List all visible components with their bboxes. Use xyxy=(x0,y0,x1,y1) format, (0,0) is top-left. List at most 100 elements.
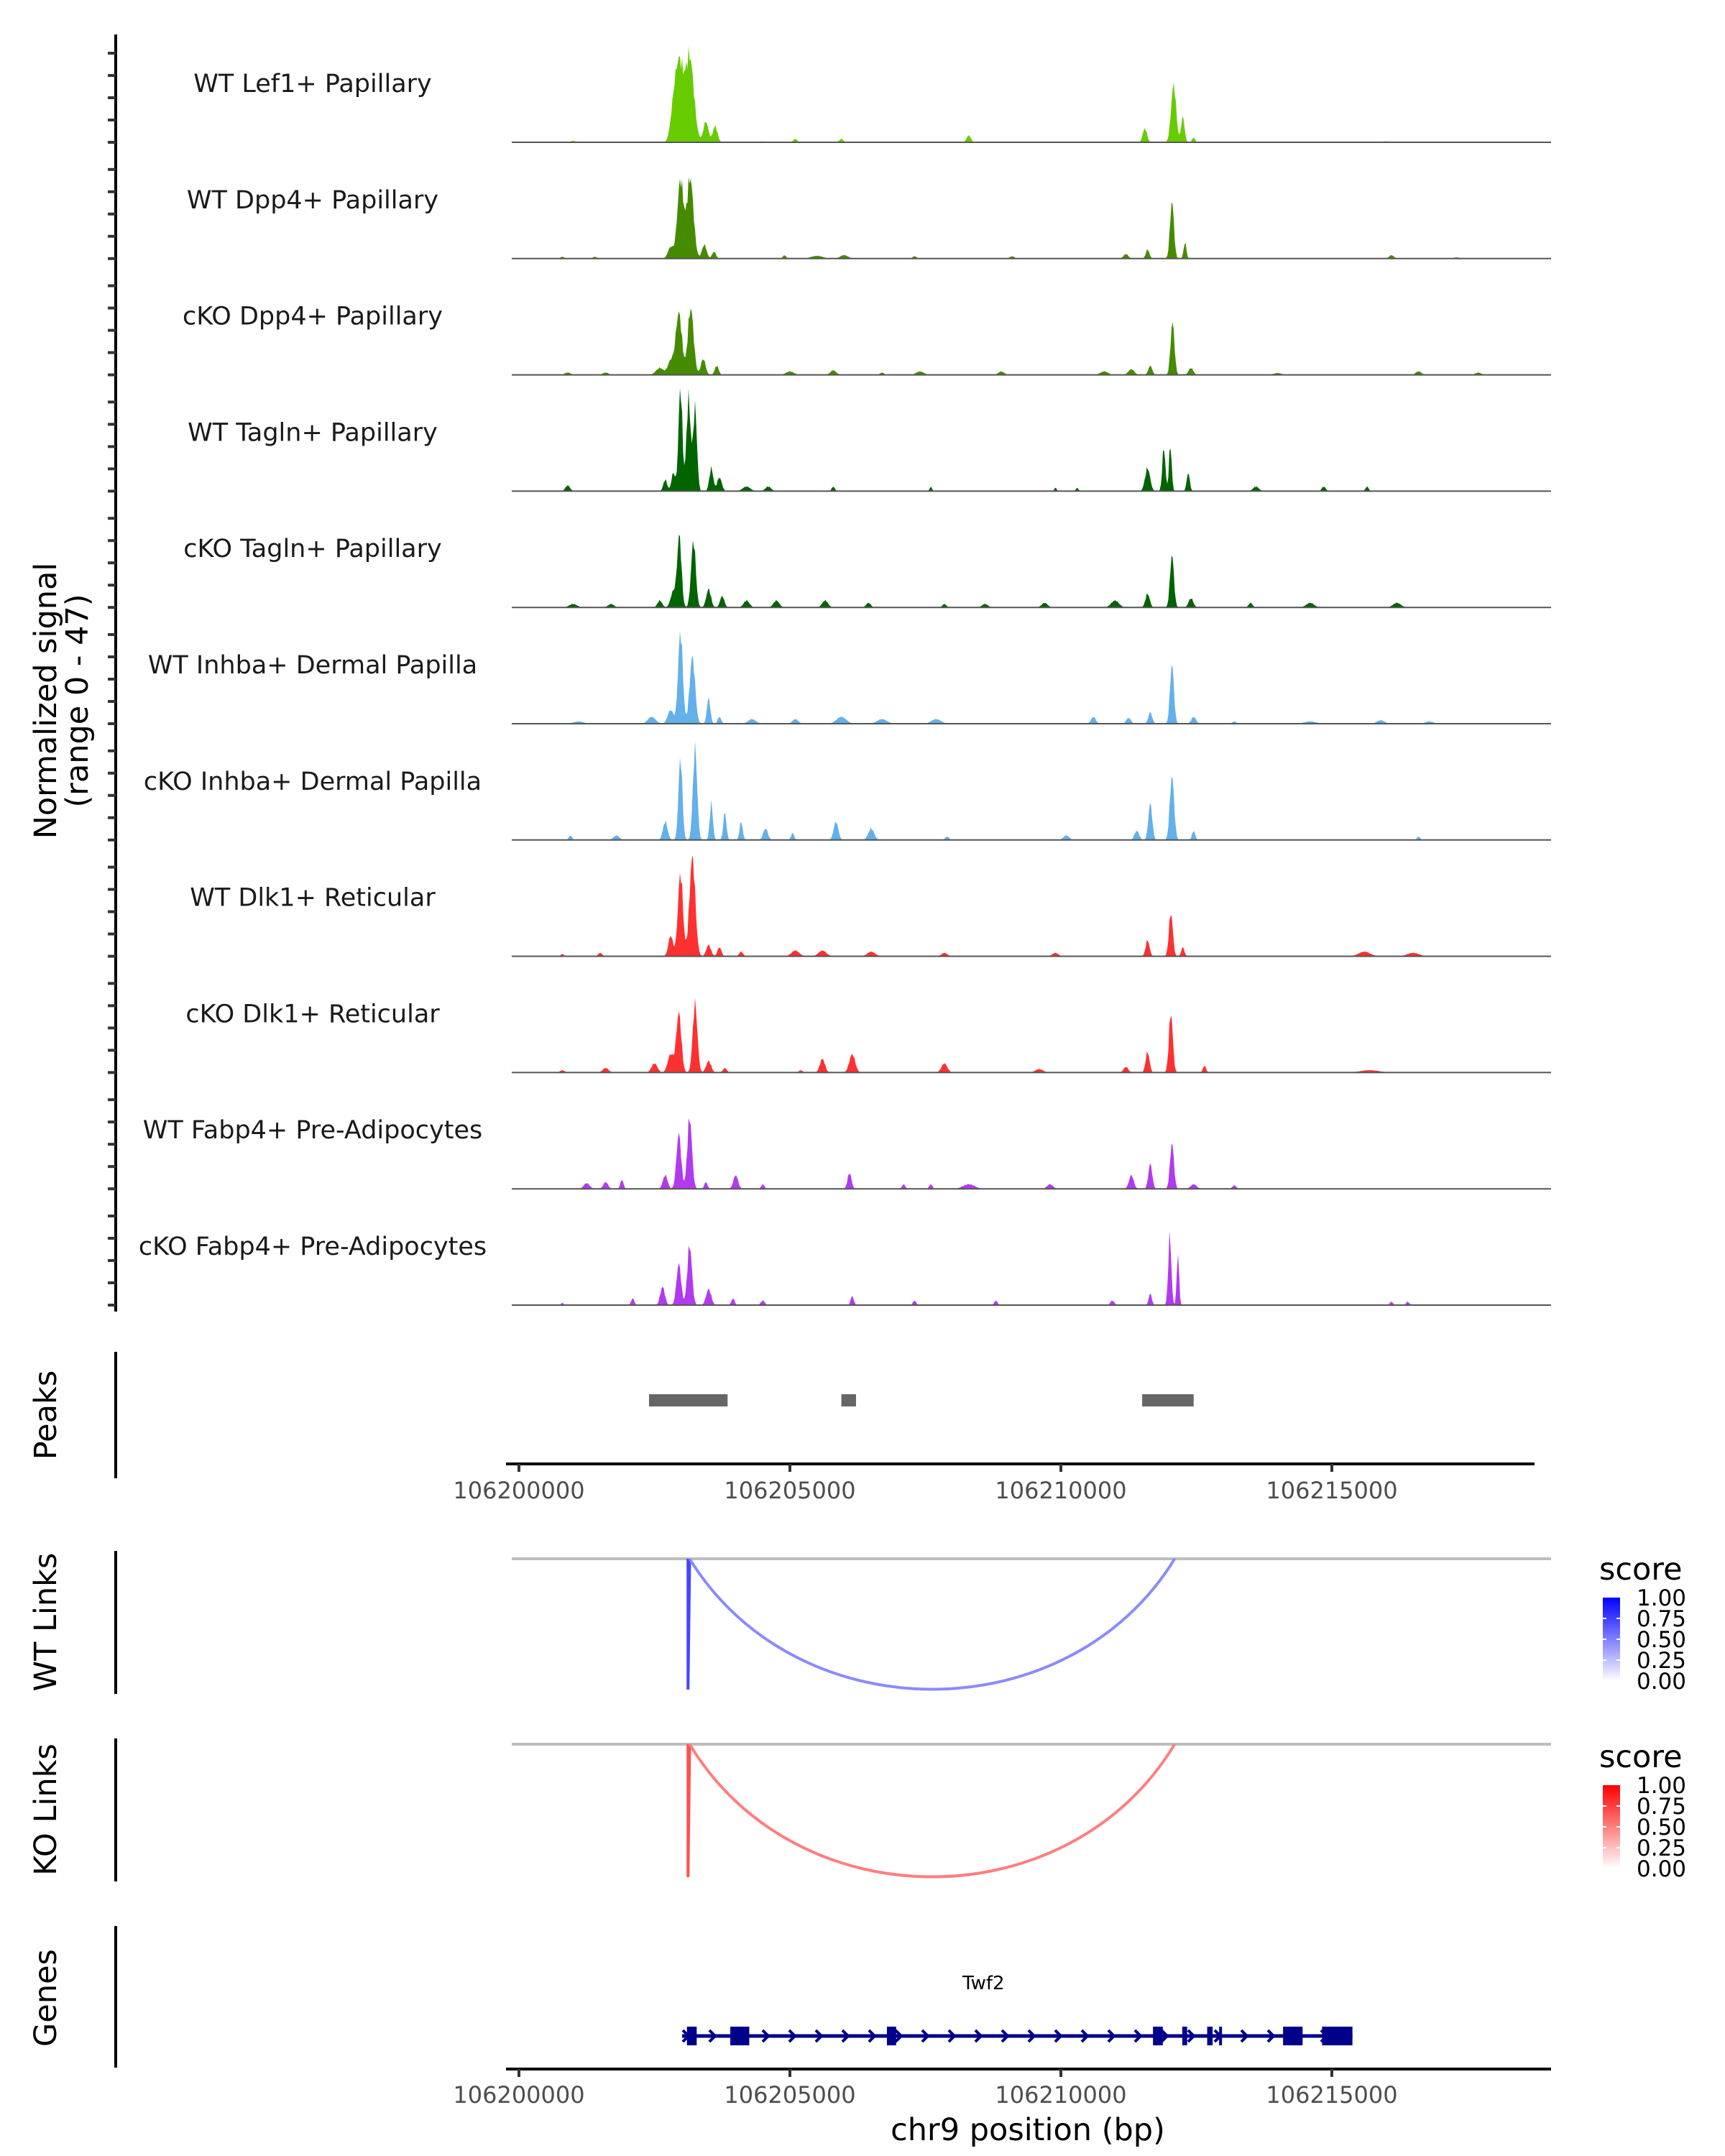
gene-exon xyxy=(886,2027,896,2045)
strand-arrow-icon xyxy=(708,2029,717,2043)
legend-tick-label: 0.75 xyxy=(1637,1606,1686,1632)
legend-tick-label: 0.50 xyxy=(1637,1815,1686,1841)
coverage-area xyxy=(512,631,1551,724)
genes-panel: Genes Twf2 106200000 106205000 106210000 10… xyxy=(28,1926,1551,2148)
coverage-tracks: WT Lef1+ Papillary WT Dpp4+ Papillary cKO … xyxy=(108,34,1551,1312)
coverage-area xyxy=(512,740,1551,840)
strand-arrow-icon xyxy=(761,2029,770,2043)
peak-region xyxy=(648,1394,728,1406)
peaks-panel: Peaks 106200000 106205000 106210000 1062150… xyxy=(28,1352,1535,1504)
y-axis-title-line2: (range 0 - 47) xyxy=(60,594,96,807)
peaks-panel-label: Peaks xyxy=(28,1370,64,1460)
track-label: WT Lef1+ Papillary xyxy=(193,70,432,98)
track-3: cKO Dpp4+ Papillary xyxy=(108,284,1551,377)
coverage-area xyxy=(512,998,1551,1073)
gene-model-twf2 xyxy=(681,2027,1353,2045)
y-axis-title-line1: Normalized signal xyxy=(28,563,64,839)
strand-arrow-icon xyxy=(1107,2029,1116,2043)
gene-exon xyxy=(1182,2027,1187,2045)
legend-tick-label: 0.00 xyxy=(1637,1669,1686,1695)
track-label: WT Inhba+ Dermal Papilla xyxy=(148,651,477,680)
track-label: cKO Dpp4+ Papillary xyxy=(183,303,443,331)
track-4: WT Tagln+ Papillary xyxy=(108,388,1551,493)
coverage-area xyxy=(512,1118,1551,1189)
legend-title: score xyxy=(1599,1739,1683,1775)
track-label: cKO Fabp4+ Pre-Adipocytes xyxy=(139,1233,487,1261)
strand-arrow-icon xyxy=(788,2029,797,2043)
strand-arrow-icon xyxy=(1240,2029,1249,2043)
links-panel-label: KO Links xyxy=(28,1743,64,1876)
strand-arrow-icon xyxy=(1054,2029,1063,2043)
x-tick-label: 106200000 xyxy=(453,1477,584,1504)
track-11: cKO Fabp4+ Pre-Adipocytes xyxy=(108,1215,1551,1307)
gene-exon xyxy=(1153,2027,1163,2045)
strand-arrow-icon xyxy=(1266,2029,1276,2043)
legend-tick-label: 0.50 xyxy=(1637,1627,1686,1653)
track-5: cKO Tagln+ Papillary xyxy=(108,517,1551,609)
x-tick-label: 106205000 xyxy=(724,2081,855,2109)
link-arc xyxy=(688,1557,1177,1691)
coverage-area xyxy=(512,308,1551,375)
strand-arrow-icon xyxy=(841,2029,850,2043)
x-tick-label: 106205000 xyxy=(724,1477,855,1504)
genes-panel-label: Genes xyxy=(28,1949,64,2047)
gene-exon xyxy=(1219,2027,1223,2045)
track-label: WT Dlk1+ Reticular xyxy=(190,884,436,913)
coverage-area xyxy=(512,46,1551,142)
gene-exon xyxy=(1322,2027,1353,2045)
x-tick-label: 106210000 xyxy=(995,1477,1126,1504)
track-label: WT Dpp4+ Papillary xyxy=(187,186,438,215)
x-tick-label: 106215000 xyxy=(1266,1477,1397,1504)
legend-tick-label: 0.25 xyxy=(1637,1835,1686,1861)
coverage-area xyxy=(512,855,1551,957)
track-label: WT Tagln+ Papillary xyxy=(188,418,438,447)
legend-tick-label: 1.00 xyxy=(1637,1773,1686,1799)
legend-title: score xyxy=(1599,1552,1683,1588)
peak-region xyxy=(1142,1394,1194,1406)
strand-arrow-icon xyxy=(921,2029,930,2043)
strand-arrow-icon xyxy=(894,2029,903,2043)
gene-exon xyxy=(1283,2027,1303,2045)
coverage-area xyxy=(512,1230,1551,1305)
links-panel-label: WT Links xyxy=(28,1553,64,1692)
track-1: WT Lef1+ Papillary xyxy=(108,46,1551,144)
strand-arrow-icon xyxy=(814,2029,824,2043)
track-label: cKO Tagln+ Papillary xyxy=(183,535,442,563)
strand-arrow-icon xyxy=(1160,2029,1169,2043)
coverage-area xyxy=(512,388,1551,492)
link-arc xyxy=(688,1743,1177,1879)
track-8: WT Dlk1+ Reticular xyxy=(108,855,1551,958)
track-10: WT Fabp4+ Pre-Adipocytes xyxy=(108,1098,1551,1191)
strand-arrow-icon xyxy=(1133,2029,1143,2043)
track-9: cKO Dlk1+ Reticular xyxy=(108,982,1551,1074)
track-label: cKO Inhba+ Dermal Papilla xyxy=(144,768,482,796)
track-label: cKO Dlk1+ Reticular xyxy=(185,1000,440,1028)
track-6: WT Inhba+ Dermal Papilla xyxy=(108,631,1551,725)
strand-arrow-icon xyxy=(1000,2029,1010,2043)
legend-tick-label: 0.25 xyxy=(1637,1648,1686,1674)
legend-tick-label: 0.00 xyxy=(1637,1856,1686,1882)
link-arc xyxy=(686,1743,691,1878)
track-7: cKO Inhba+ Dermal Papilla xyxy=(108,740,1551,842)
coverage-area xyxy=(512,535,1551,608)
coverage-area xyxy=(512,177,1551,259)
x-tick-label: 106210000 xyxy=(995,2081,1126,2109)
x-axis-title: chr9 position (bp) xyxy=(891,2112,1165,2148)
gene-exon xyxy=(686,2027,697,2045)
link-arc xyxy=(686,1558,691,1690)
strand-arrow-icon xyxy=(1187,2029,1196,2043)
track-label: WT Fabp4+ Pre-Adipocytes xyxy=(143,1116,482,1145)
x-tick-label: 106200000 xyxy=(453,2081,584,2109)
x-tick-label: 106215000 xyxy=(1266,2081,1397,2109)
peak-region xyxy=(841,1394,856,1406)
strand-arrow-icon xyxy=(868,2029,877,2043)
gene-exon xyxy=(1207,2027,1213,2045)
legend-tick-label: 1.00 xyxy=(1637,1585,1686,1611)
gene-exon xyxy=(730,2027,750,2045)
